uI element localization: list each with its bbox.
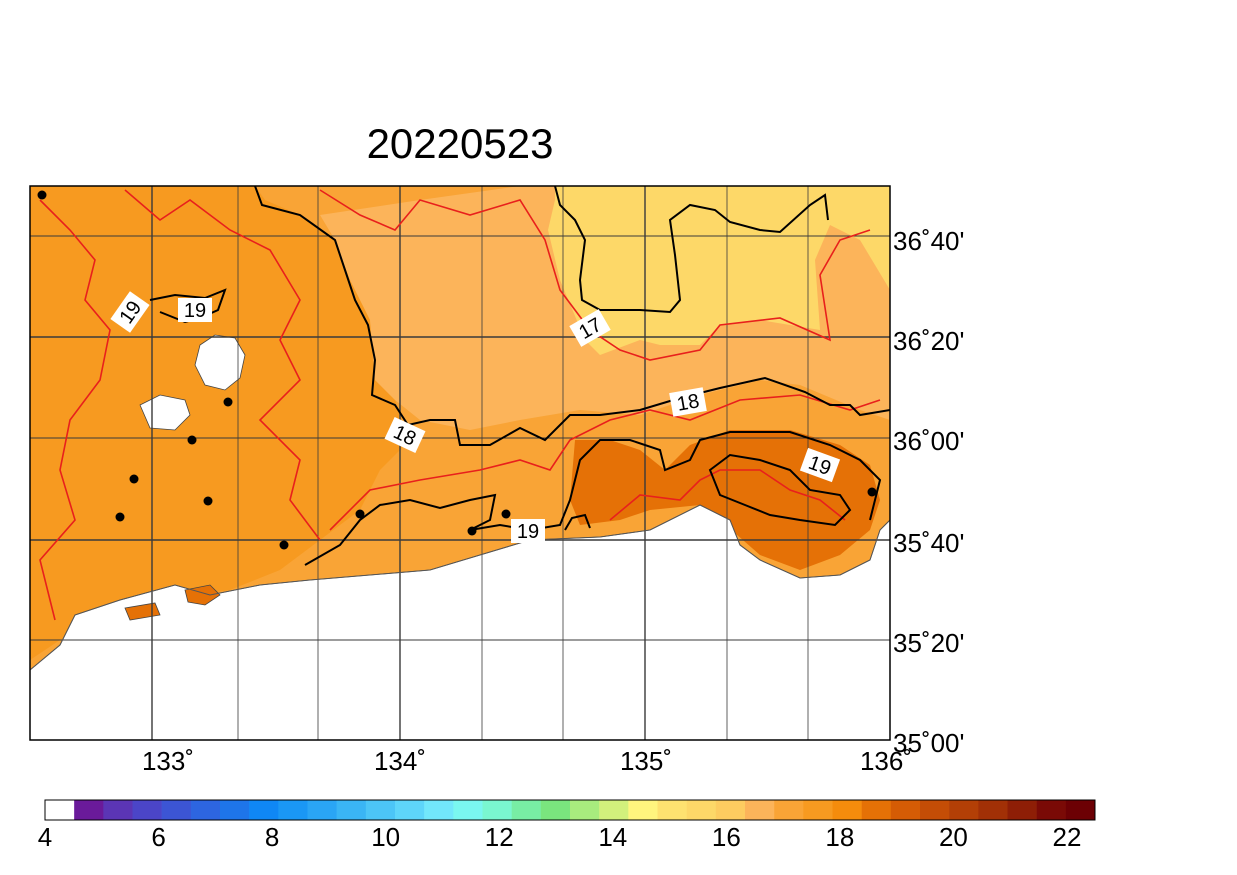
station-dot [37,190,47,200]
contour-label: 19 [511,519,545,543]
isotherm-19-south [304,431,882,566]
cool-zone-northeast [548,186,890,355]
station-dot [115,512,125,522]
colorbar-swatch [715,800,746,820]
colorbar-tick-label: 8 [265,822,279,852]
lat-lon-grid [30,186,890,740]
station-dot [355,509,365,519]
colorbar-tick-label: 18 [825,822,854,852]
station-dot [467,526,477,536]
contour-label: 19 [178,298,212,322]
colorbar-swatch [832,800,862,820]
contour-label-text: 19 [184,300,206,322]
colorbar-swatch [395,800,425,820]
colorbar-tick-label: 12 [485,822,514,852]
colorbar-swatch [307,800,337,820]
latitude-ticks: 36˚40' 36˚20' 36˚00' 35˚40' 35˚20' 35˚00' [893,226,964,758]
colorbar-swatch [424,800,454,820]
colorbar-tick-label: 22 [1053,822,1082,852]
colorbar-tick-label: 10 [371,822,400,852]
colorbar-swatch [540,800,571,820]
colorbar-swatch [511,800,542,820]
map-frame [29,185,891,741]
red-contour-south [329,394,881,531]
station-dot [223,397,233,407]
station-dot [501,509,511,519]
colorbar-swatch [570,800,600,820]
colorbar-swatch [453,800,483,820]
colorbar-tick-label: 20 [939,822,968,852]
colorbar-swatch [220,800,250,820]
colorbar-tick-label: 16 [712,822,741,852]
lake-shinji [194,334,246,391]
colorbar-tick-label: 14 [598,822,627,852]
latitude-tick-label: 35˚00' [893,728,964,758]
colorbar-swatch [803,800,833,820]
map-title: 20220523 [367,120,554,167]
station-dot [187,435,197,445]
station-markers [37,190,877,550]
contour-label-text: 19 [517,521,539,543]
latitude-tick-label: 36˚00' [893,426,964,456]
colorbar-swatch [1007,800,1037,820]
colorbar-tick-label: 4 [38,822,52,852]
colorbar-swatch [890,800,921,820]
colorbar-swatch [978,800,1008,820]
colorbar-tick-label: 6 [151,822,165,852]
colorbar-swatch [482,800,512,820]
isotherm-17 [554,186,829,314]
colorbar-swatch [74,800,104,820]
longitude-ticks: 133˚ 134˚ 135˚ 136˚ [142,746,912,776]
station-dot [129,474,139,484]
colorbar-swatch [657,800,687,820]
latitude-tick-label: 36˚20' [893,326,964,356]
colorbar-swatch [774,800,804,820]
colorbar-swatch [103,800,133,820]
colorbar-swatch [949,800,979,820]
colorbar-swatch [628,800,658,820]
colorbar-frame [44,799,1096,821]
colorbar-swatch [686,800,717,820]
longitude-tick-label: 133˚ [142,746,194,776]
latitude-tick-label: 35˚40' [893,528,964,558]
colorbar-swatch [365,800,396,820]
latitude-tick-label: 35˚20' [893,628,964,658]
contour-label: 18 [669,387,707,417]
longitude-tick-label: 135˚ [620,746,672,776]
isotherm-20 [564,513,591,531]
station-dot [279,540,289,550]
colorbar-swatch [249,800,279,820]
colorbar-tick-labels: 4 6 8 10 12 14 16 18 20 22 [38,822,1082,852]
colorbar-swatch [745,800,775,820]
longitude-tick-label: 136˚ [860,746,912,776]
colorbar-swatch [132,800,162,820]
red-contour-north [124,189,321,541]
island-west [124,602,161,621]
colorbar-swatch [278,800,308,820]
colorbar-swatch [1065,800,1096,820]
colorbar [44,799,1096,821]
colorbar-swatch [161,800,192,820]
isotherm-18 [254,186,890,446]
station-dot [867,487,877,497]
colorbar-swatch [861,800,892,820]
isotherm-19-east [708,453,852,527]
colorbar-swatch [599,800,629,820]
colorbar-swatch [1036,800,1067,820]
longitude-tick-label: 134˚ [374,746,426,776]
colorbar-swatch [336,800,367,820]
colorbar-swatch [190,800,221,820]
colorbar-swatch [45,800,75,820]
station-dot [203,496,213,506]
contour-label-text: 18 [675,390,701,416]
contour-label: 19 [110,291,150,333]
colorbar-swatch [920,800,950,820]
red-contour-west [39,199,111,621]
red-contour-central [319,189,871,361]
latitude-tick-label: 36˚40' [893,226,964,256]
red-contour-southeast [609,469,846,521]
